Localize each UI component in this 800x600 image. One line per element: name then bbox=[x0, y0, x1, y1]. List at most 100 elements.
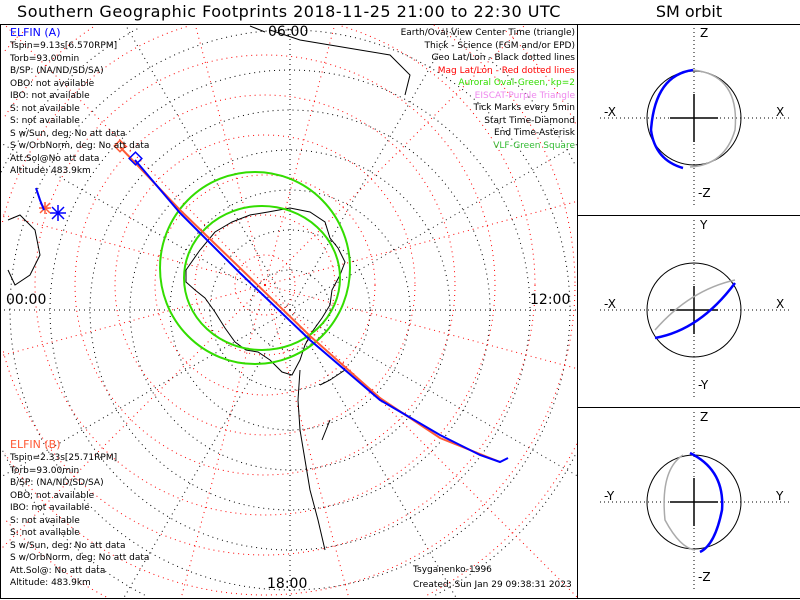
sm-orbit-panel bbox=[600, 412, 790, 592]
info-line: Att.Sol@: No att data bbox=[10, 565, 106, 576]
legend-item: VLF-Green Square bbox=[493, 140, 575, 151]
legend-item: Tick Marks every 5min bbox=[473, 103, 575, 113]
elfin-b-info: ELFIN (B) Tspin=2.33s[25.71RPM] Torb=93.0… bbox=[10, 438, 149, 590]
time-label-left: 00:00 bbox=[6, 292, 47, 308]
mag-latitude-circle bbox=[34, 54, 496, 516]
time-label-bottom: 18:00 bbox=[267, 576, 308, 592]
legend-item: Start Time-Diamond bbox=[484, 115, 575, 126]
elfin-b-start-diamond bbox=[113, 139, 127, 153]
mag-longitude-line bbox=[194, 24, 266, 286]
mag-longitude-line bbox=[0, 284, 266, 357]
mag-longitude-line bbox=[264, 200, 578, 286]
australia-coastline bbox=[249, 25, 411, 96]
info-line: Altitude: 483.9km bbox=[10, 578, 91, 588]
plot-title: Southern Geographic Footprints 2018-11-2… bbox=[17, 2, 561, 21]
legend-item: End Time-Asterisk bbox=[493, 128, 575, 138]
orbit-path-gray bbox=[654, 279, 736, 331]
elfin-b-track bbox=[119, 146, 501, 463]
geo-longitude-line bbox=[0, 142, 291, 311]
info-line: Altitude: 483.9km bbox=[10, 166, 91, 176]
sm-axis-label-right: Y bbox=[776, 489, 784, 503]
info-line: Tspin=2.33s[25.71RPM] bbox=[10, 453, 118, 463]
sm-axis-label-up: Z bbox=[700, 26, 709, 40]
geo-longitude-line bbox=[123, 309, 291, 598]
info-line: S w/OrbNorm, deg: No att data bbox=[10, 553, 150, 563]
auroral-oval-outer bbox=[159, 171, 351, 365]
sm-axis-label-left: -Y bbox=[604, 489, 615, 503]
geo-latitude-circle bbox=[169, 189, 411, 431]
sm-axis-label-left: -X bbox=[604, 297, 616, 311]
geo-longitude-line bbox=[289, 309, 578, 477]
legend-item: Auroral Oval-Green, kp=2 bbox=[458, 78, 575, 88]
mag-longitude-line bbox=[180, 284, 266, 598]
antarctica-coastline bbox=[185, 207, 346, 376]
sm-orbit-panel bbox=[600, 220, 790, 400]
info-line: B/SP: (NA/ND/SD/SA) bbox=[10, 66, 104, 76]
sm-axis-label-down: -Y bbox=[698, 378, 709, 392]
geo-longitude-line bbox=[0, 309, 291, 478]
legend-item: Thick - Science (FGM and/or EPD) bbox=[424, 40, 575, 51]
sm-axis-label-left: -X bbox=[604, 105, 616, 119]
mag-latitude-circle bbox=[114, 134, 416, 436]
elfin-a-start-diamond bbox=[128, 151, 143, 166]
geo-longitude-line bbox=[289, 309, 457, 598]
orbit-path-blue bbox=[654, 282, 737, 340]
sm-orbit-panel bbox=[600, 28, 790, 208]
time-label-right: 12:00 bbox=[530, 292, 571, 308]
time-label-top: 06:00 bbox=[268, 24, 309, 40]
sm-axis-label-down: -Z bbox=[698, 186, 711, 200]
mag-latitude-circle bbox=[154, 174, 376, 396]
footer: Tsyganenko-1996 Created: Sun Jan 29 09:3… bbox=[413, 563, 572, 593]
orbit-path-gray bbox=[663, 454, 696, 551]
mag-longitude-line bbox=[264, 284, 578, 598]
mag-grid bbox=[0, 24, 578, 598]
legend-item: Earth/Oval View Center Time (triangle) bbox=[400, 28, 575, 38]
map-frame bbox=[0, 24, 578, 599]
info-line: Att.Sol@No att data bbox=[10, 153, 100, 164]
mag-longitude-line bbox=[264, 24, 336, 286]
legend-item: Geo Lat/Lon - Black dotted lines bbox=[431, 53, 575, 63]
elfin-a-name: ELFIN (A) bbox=[10, 26, 61, 39]
sm-axis-label-up: Y bbox=[700, 218, 708, 232]
info-line: S: not available bbox=[10, 515, 80, 526]
info-line: S: not available bbox=[10, 528, 80, 538]
orbit-path-blue bbox=[689, 451, 724, 554]
elfin-a-end-asterisk bbox=[50, 205, 66, 221]
orbit-path-gray bbox=[689, 69, 737, 168]
elfin-a-track-segment bbox=[35, 187, 45, 211]
sm-axis-label-right: X bbox=[776, 105, 785, 119]
sm-axis-label-down: -Z bbox=[698, 570, 711, 584]
mag-longitude-line bbox=[0, 213, 266, 286]
earth-circle bbox=[646, 262, 742, 358]
africa-coastline bbox=[7, 214, 41, 286]
map-legend: Earth/Oval View Center Time (triangle) Th… bbox=[401, 27, 575, 152]
orbit-path-blue bbox=[649, 68, 694, 170]
info-line: Torb=93.00min bbox=[10, 53, 80, 64]
sm-orbit-title: SM orbit bbox=[655, 2, 723, 21]
info-line: OBO: not available bbox=[10, 490, 95, 501]
sm-axis-label-right: X bbox=[776, 297, 785, 311]
info-line: S: not available bbox=[10, 116, 80, 126]
info-line: S w/Sun, deg: No att data bbox=[10, 540, 126, 551]
info-line: OBO: not available bbox=[10, 78, 95, 89]
mag-latitude-circle bbox=[2, 25, 536, 556]
info-line: IBO: not available bbox=[10, 91, 90, 101]
earth-circle bbox=[646, 70, 742, 166]
info-line: S w/OrbNorm, deg: No att data bbox=[10, 141, 150, 151]
info-line: IBO: not available bbox=[10, 503, 90, 513]
sm-axis-label-up: Z bbox=[700, 410, 709, 424]
legend-item: Mag Lat/Lon - Red dotted lines bbox=[437, 65, 575, 76]
elfin-b-name: ELFIN (B) bbox=[10, 438, 61, 451]
legend-item: EISCAT-Purple Triangle bbox=[474, 90, 575, 101]
geo-longitude-line bbox=[125, 24, 291, 311]
info-line: S w/Sun, deg: No att data bbox=[10, 128, 126, 139]
info-line: Tspin=9.13s[6.570RPM] bbox=[10, 41, 118, 51]
elfin-a-track bbox=[134, 159, 509, 464]
info-line: S: not available bbox=[10, 103, 80, 114]
created-label: Created: Sun Jan 29 09:38:31 2023 bbox=[413, 580, 572, 590]
geo-longitude-line bbox=[289, 143, 578, 311]
elfin-a-info: ELFIN (A) Tspin=9.13s[6.570RPM] Torb=93.0… bbox=[10, 26, 149, 178]
auroral-oval-inner bbox=[183, 205, 341, 351]
info-line: B/SP: (NA/ND/SD/SA) bbox=[10, 478, 104, 488]
